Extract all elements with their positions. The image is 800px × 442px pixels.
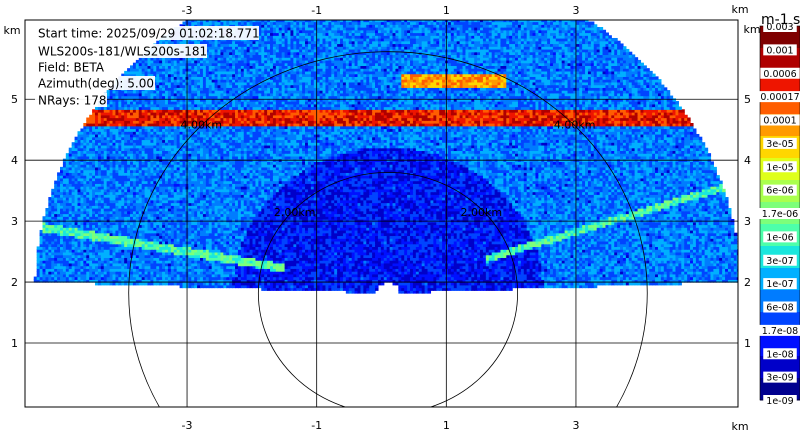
- backscatter-heatmap: [34, 19, 740, 294]
